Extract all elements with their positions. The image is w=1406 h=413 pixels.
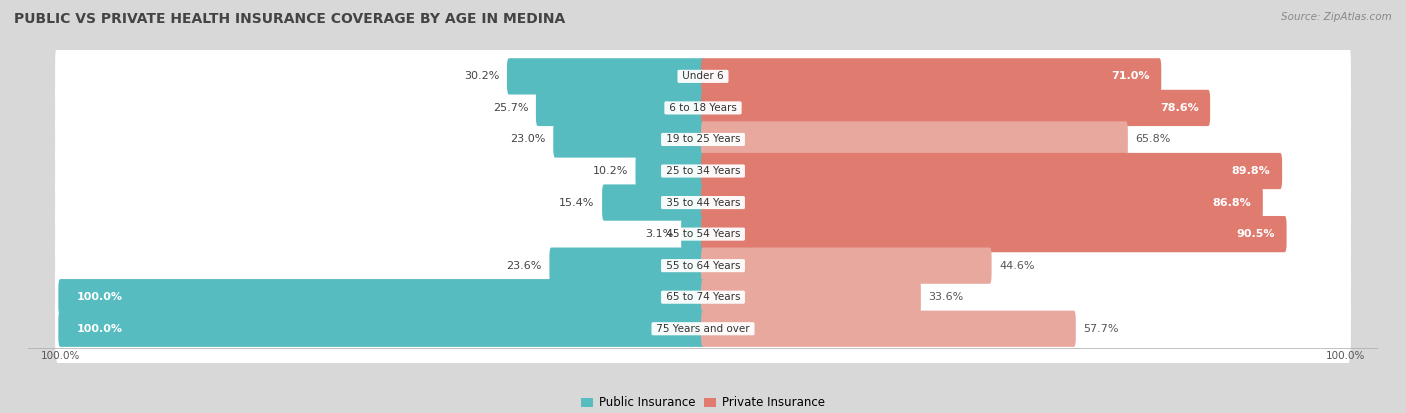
FancyBboxPatch shape [681, 216, 704, 252]
Text: 100.0%: 100.0% [1326, 351, 1365, 361]
Text: 100.0%: 100.0% [41, 351, 80, 361]
Text: 19 to 25 Years: 19 to 25 Years [662, 135, 744, 145]
FancyBboxPatch shape [702, 153, 1282, 189]
Text: 89.8%: 89.8% [1232, 166, 1271, 176]
Text: 65 to 74 Years: 65 to 74 Years [662, 292, 744, 302]
FancyBboxPatch shape [702, 216, 1286, 252]
FancyBboxPatch shape [55, 196, 1351, 272]
Text: 45 to 54 Years: 45 to 54 Years [662, 229, 744, 239]
Text: 44.6%: 44.6% [1000, 261, 1035, 271]
Text: 30.2%: 30.2% [464, 71, 499, 81]
FancyBboxPatch shape [58, 311, 704, 347]
Text: Source: ZipAtlas.com: Source: ZipAtlas.com [1281, 12, 1392, 22]
FancyBboxPatch shape [550, 247, 704, 284]
Text: 25 to 34 Years: 25 to 34 Years [662, 166, 744, 176]
FancyBboxPatch shape [55, 228, 1351, 304]
FancyBboxPatch shape [55, 38, 1351, 114]
FancyBboxPatch shape [702, 247, 991, 284]
Text: 15.4%: 15.4% [560, 197, 595, 208]
Text: 65.8%: 65.8% [1136, 135, 1171, 145]
Text: 90.5%: 90.5% [1236, 229, 1275, 239]
Legend: Public Insurance, Private Insurance: Public Insurance, Private Insurance [576, 392, 830, 413]
FancyBboxPatch shape [702, 58, 1161, 95]
Text: 10.2%: 10.2% [592, 166, 628, 176]
FancyBboxPatch shape [55, 291, 1351, 367]
FancyBboxPatch shape [702, 185, 1263, 221]
FancyBboxPatch shape [702, 90, 1211, 126]
Text: 75 Years and over: 75 Years and over [652, 324, 754, 334]
FancyBboxPatch shape [55, 70, 1351, 146]
FancyBboxPatch shape [702, 311, 1076, 347]
FancyBboxPatch shape [55, 259, 1351, 335]
Text: 55 to 64 Years: 55 to 64 Years [662, 261, 744, 271]
FancyBboxPatch shape [702, 121, 1128, 158]
FancyBboxPatch shape [536, 90, 704, 126]
Text: Under 6: Under 6 [679, 71, 727, 81]
Text: 23.6%: 23.6% [506, 261, 541, 271]
Text: 6 to 18 Years: 6 to 18 Years [666, 103, 740, 113]
Text: 71.0%: 71.0% [1111, 71, 1150, 81]
FancyBboxPatch shape [508, 58, 704, 95]
FancyBboxPatch shape [702, 279, 921, 316]
Text: 57.7%: 57.7% [1084, 324, 1119, 334]
FancyBboxPatch shape [55, 133, 1351, 209]
FancyBboxPatch shape [58, 279, 704, 316]
FancyBboxPatch shape [602, 185, 704, 221]
Text: 78.6%: 78.6% [1160, 103, 1198, 113]
Text: 3.1%: 3.1% [645, 229, 673, 239]
FancyBboxPatch shape [55, 164, 1351, 241]
FancyBboxPatch shape [55, 101, 1351, 178]
Text: 23.0%: 23.0% [510, 135, 546, 145]
Text: 100.0%: 100.0% [76, 324, 122, 334]
Text: 100.0%: 100.0% [76, 292, 122, 302]
FancyBboxPatch shape [553, 121, 704, 158]
Text: 86.8%: 86.8% [1212, 197, 1251, 208]
Text: PUBLIC VS PRIVATE HEALTH INSURANCE COVERAGE BY AGE IN MEDINA: PUBLIC VS PRIVATE HEALTH INSURANCE COVER… [14, 12, 565, 26]
Text: 35 to 44 Years: 35 to 44 Years [662, 197, 744, 208]
Text: 25.7%: 25.7% [492, 103, 529, 113]
FancyBboxPatch shape [636, 153, 704, 189]
Text: 33.6%: 33.6% [928, 292, 965, 302]
